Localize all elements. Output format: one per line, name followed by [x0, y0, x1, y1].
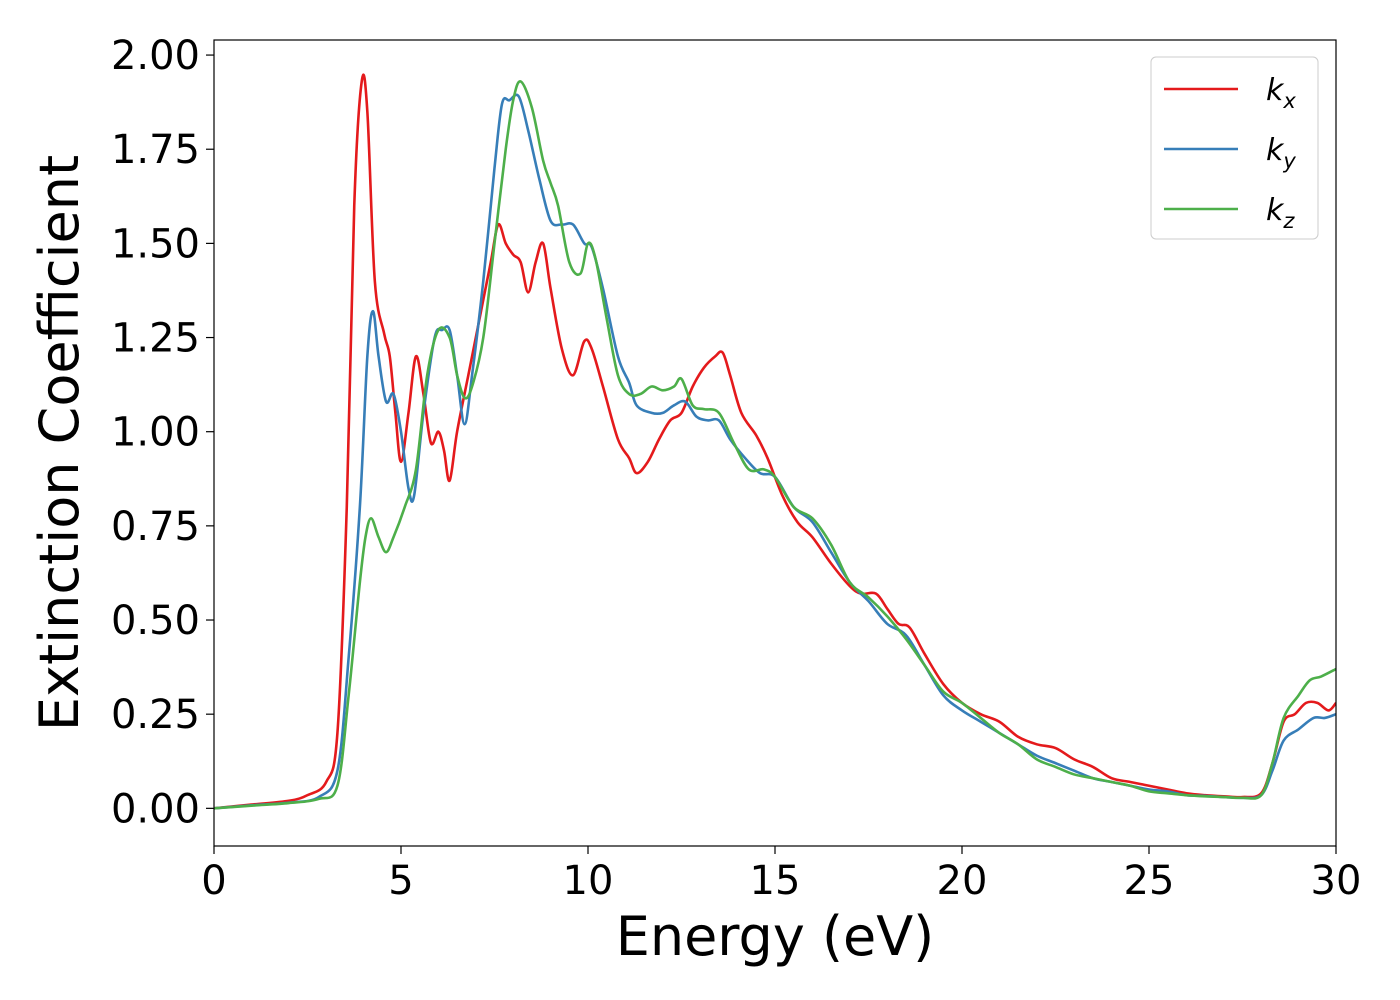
y-tick-label: 0.25 — [111, 692, 200, 738]
series-line-kz — [214, 80, 1336, 810]
series-line-kx — [214, 73, 1336, 810]
legend-label-base: k — [1266, 73, 1285, 108]
y-axis: 0.00 0.25 0.50 0.75 1.00 1.25 1.50 1.75 2.00 — [111, 33, 214, 832]
y-tick-label: 1.25 — [111, 316, 200, 362]
y-tick-label: 1.00 — [111, 410, 200, 456]
legend-label-subscript: x — [1282, 89, 1296, 113]
x-tick-label: 10 — [563, 858, 614, 904]
legend-label-subscript: y — [1282, 149, 1296, 173]
legend-label-kx: kx — [1266, 73, 1296, 113]
x-tick-label: 30 — [1311, 858, 1362, 904]
x-tick-label: 25 — [1124, 858, 1175, 904]
x-tick-label: 5 — [388, 858, 413, 904]
y-tick-label: 0.50 — [111, 598, 200, 644]
plot-background — [214, 40, 1336, 846]
x-tick-label: 0 — [201, 858, 226, 904]
x-axis: 0 5 10 15 20 25 30 — [201, 846, 1361, 904]
y-tick-label: 2.00 — [111, 33, 200, 79]
x-tick-label: 15 — [750, 858, 801, 904]
y-tick-label: 0.00 — [111, 786, 200, 832]
legend-label-kz: kz — [1266, 193, 1295, 233]
legend-label-base: k — [1266, 193, 1285, 228]
legend-label-subscript: z — [1282, 209, 1295, 233]
x-axis-label: Energy (eV) — [616, 905, 935, 968]
y-tick-label: 1.75 — [111, 127, 200, 173]
series-layer — [214, 73, 1336, 810]
y-tick-label: 1.50 — [111, 221, 200, 267]
legend-label-base: k — [1266, 133, 1285, 168]
y-axis-label: Extinction Coefficient — [28, 155, 91, 731]
y-tick-label: 0.75 — [111, 504, 200, 550]
x-tick-label: 20 — [937, 858, 988, 904]
legend-label-ky: ky — [1266, 133, 1296, 173]
